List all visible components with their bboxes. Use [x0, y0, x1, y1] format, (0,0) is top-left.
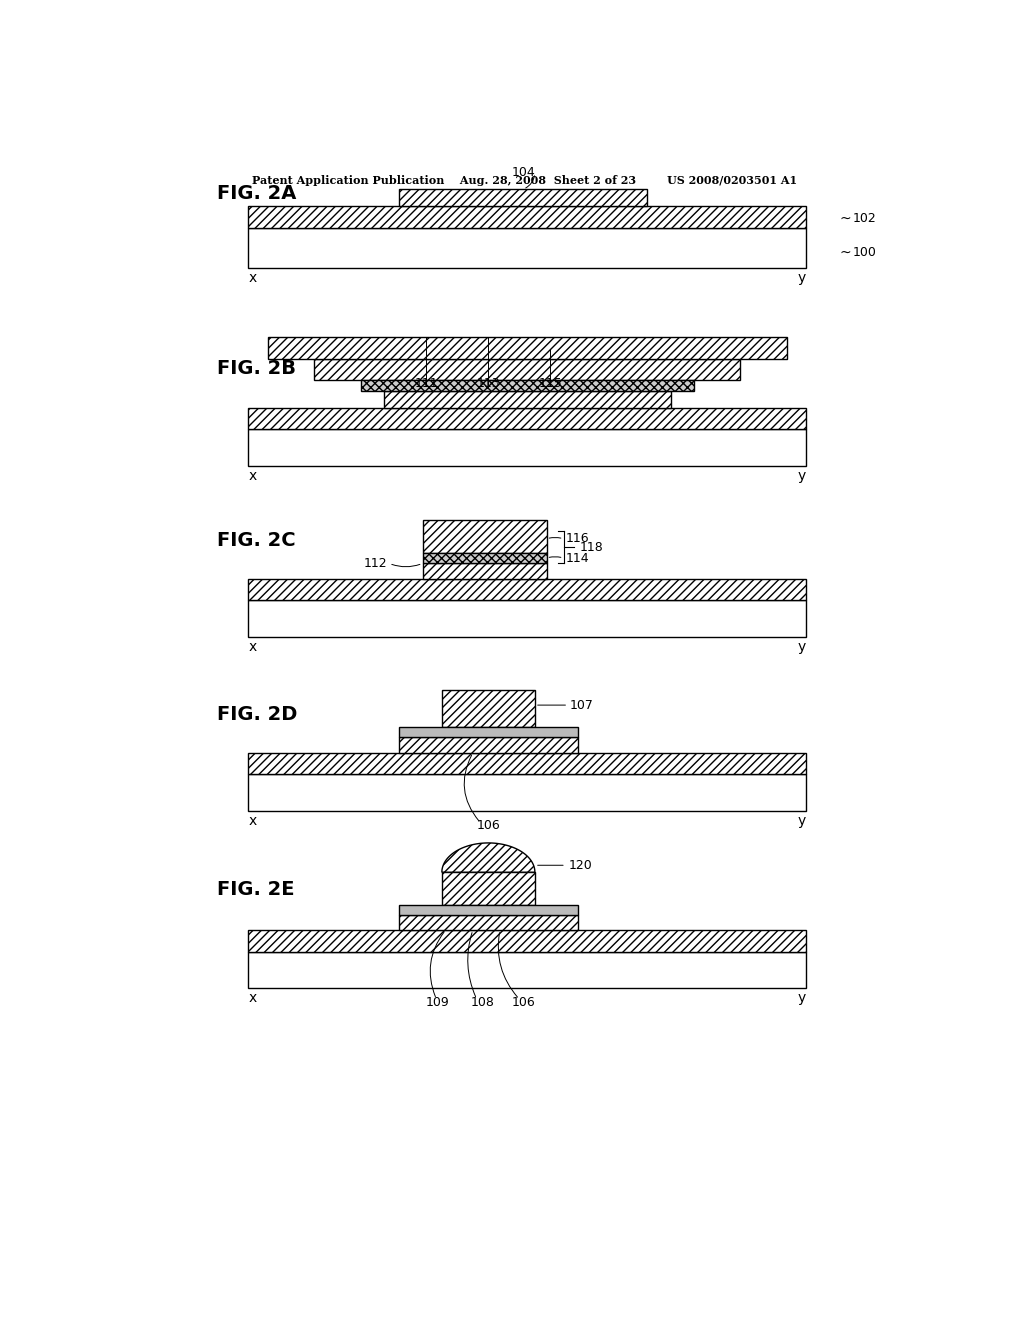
Text: FIG. 2D: FIG. 2D — [217, 705, 298, 725]
Bar — [399, 727, 578, 738]
Text: 112: 112 — [364, 557, 388, 570]
Text: 106: 106 — [511, 995, 536, 1008]
Text: x: x — [248, 469, 256, 483]
Text: Patent Application Publication    Aug. 28, 2008  Sheet 2 of 23        US 2008/02: Patent Application Publication Aug. 28, … — [252, 176, 798, 186]
Text: x: x — [248, 640, 256, 653]
Text: 107: 107 — [569, 698, 594, 711]
Text: 120: 120 — [568, 859, 592, 871]
Text: 115: 115 — [539, 376, 562, 389]
Bar — [248, 775, 806, 812]
Bar — [423, 553, 547, 564]
Text: 102: 102 — [853, 213, 877, 224]
Bar — [248, 578, 806, 601]
Bar — [248, 601, 806, 638]
Text: y: y — [798, 991, 806, 1005]
Bar — [248, 408, 806, 429]
Text: 109: 109 — [426, 995, 450, 1008]
Bar — [248, 929, 806, 952]
Text: 113: 113 — [476, 376, 500, 389]
Bar — [423, 564, 547, 579]
Text: x: x — [248, 271, 256, 285]
Bar — [384, 391, 671, 408]
Bar — [314, 359, 740, 380]
Text: ~: ~ — [840, 211, 851, 226]
Text: y: y — [798, 469, 806, 483]
Bar — [248, 429, 806, 466]
Text: 100: 100 — [853, 246, 877, 259]
Text: y: y — [798, 813, 806, 828]
Text: FIG. 2A: FIG. 2A — [217, 183, 297, 203]
Bar — [399, 915, 578, 929]
Text: 118: 118 — [580, 541, 603, 554]
Bar — [248, 752, 806, 775]
Text: 108: 108 — [471, 995, 495, 1008]
Bar — [442, 690, 535, 727]
Text: 111: 111 — [415, 376, 438, 389]
Text: FIG. 2E: FIG. 2E — [217, 880, 295, 899]
Text: 116: 116 — [566, 532, 590, 545]
Bar — [267, 337, 786, 359]
Text: FIG. 2B: FIG. 2B — [217, 359, 296, 378]
Text: 104: 104 — [511, 166, 536, 178]
Polygon shape — [442, 843, 535, 873]
Text: 106: 106 — [476, 818, 501, 832]
Text: y: y — [798, 640, 806, 653]
Bar — [399, 189, 647, 206]
Bar — [399, 904, 578, 915]
Text: ~: ~ — [840, 246, 851, 259]
Text: 114: 114 — [566, 552, 590, 565]
Bar — [399, 738, 578, 752]
Text: y: y — [798, 271, 806, 285]
Bar — [248, 228, 806, 268]
Text: FIG. 2C: FIG. 2C — [217, 531, 296, 549]
Bar — [423, 520, 547, 553]
Bar — [360, 380, 693, 391]
Bar — [248, 952, 806, 989]
Text: x: x — [248, 991, 256, 1005]
Bar — [248, 206, 806, 227]
Text: x: x — [248, 813, 256, 828]
Bar — [442, 873, 535, 904]
